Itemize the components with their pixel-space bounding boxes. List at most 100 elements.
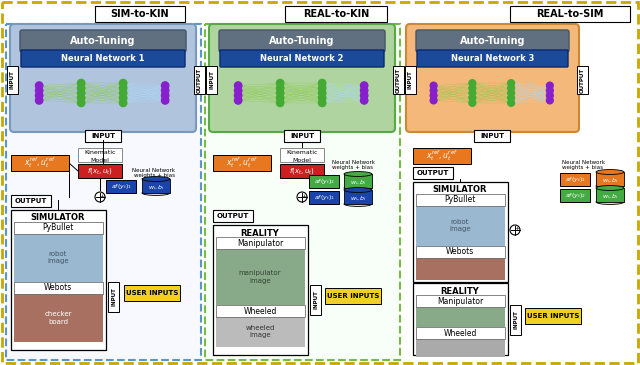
Circle shape [319, 89, 326, 97]
Text: PyBullet: PyBullet [444, 196, 476, 204]
Text: Neural Network 3: Neural Network 3 [451, 54, 534, 63]
Circle shape [508, 100, 515, 106]
Text: REAL-to-SIM: REAL-to-SIM [536, 9, 604, 19]
Bar [405, 66, 416, 94]
Circle shape [430, 92, 437, 99]
Text: PyBullet: PyBullet [42, 223, 74, 233]
Bar [525, 308, 581, 324]
Bar [413, 148, 471, 164]
Circle shape [276, 80, 284, 87]
Bar [413, 182, 508, 282]
Circle shape [360, 87, 368, 94]
Text: Model: Model [292, 158, 312, 162]
Bar [11, 155, 69, 171]
Bar [216, 237, 305, 249]
Bar [78, 164, 122, 178]
Bar [344, 174, 372, 188]
Circle shape [276, 94, 284, 101]
Text: INPUT: INPUT [10, 70, 15, 89]
Bar [7, 66, 18, 94]
Circle shape [508, 89, 515, 96]
FancyBboxPatch shape [209, 24, 395, 132]
Text: INPUT: INPUT [513, 311, 518, 330]
Text: robot
image: robot image [47, 251, 69, 265]
Circle shape [35, 87, 43, 94]
Bar [416, 258, 505, 280]
Text: INPUT: INPUT [313, 291, 318, 310]
Circle shape [161, 82, 169, 89]
Text: Kinematic: Kinematic [84, 150, 116, 155]
Circle shape [430, 87, 437, 94]
Bar [11, 195, 51, 207]
FancyBboxPatch shape [417, 50, 568, 67]
Text: +: + [514, 227, 519, 231]
Text: INPUT: INPUT [290, 133, 314, 139]
FancyBboxPatch shape [416, 30, 569, 52]
Text: OUTPUT: OUTPUT [197, 68, 202, 93]
Bar [213, 225, 308, 355]
Text: Wheeled: Wheeled [243, 307, 276, 315]
Circle shape [77, 80, 85, 87]
Bar [510, 6, 630, 22]
Text: $af(y_t)_1$: $af(y_t)_1$ [111, 182, 131, 191]
Bar [309, 191, 339, 204]
Bar [124, 285, 180, 301]
Text: +: + [301, 193, 306, 199]
Circle shape [547, 92, 553, 99]
FancyBboxPatch shape [219, 30, 385, 52]
Bar [216, 249, 305, 305]
Circle shape [547, 87, 553, 94]
Circle shape [77, 84, 85, 92]
Text: $w_i,b_i$: $w_i,b_i$ [602, 176, 618, 185]
Ellipse shape [142, 191, 170, 195]
Text: OUTPUT: OUTPUT [580, 68, 585, 93]
Ellipse shape [596, 185, 624, 191]
Bar [325, 288, 381, 304]
Circle shape [161, 97, 169, 104]
Bar [216, 305, 305, 317]
Text: +: + [99, 193, 104, 199]
Text: USER INPUTS: USER INPUTS [327, 293, 379, 299]
Bar [416, 194, 505, 206]
Bar [213, 155, 271, 171]
Text: REALITY: REALITY [241, 228, 280, 238]
Bar [416, 339, 505, 357]
Circle shape [547, 97, 553, 104]
Text: INPUT: INPUT [209, 70, 214, 89]
Circle shape [35, 92, 43, 99]
Bar [596, 172, 624, 186]
Ellipse shape [344, 185, 372, 191]
Circle shape [469, 85, 476, 92]
FancyBboxPatch shape [10, 24, 196, 132]
Circle shape [276, 99, 284, 107]
Text: USER INPUTS: USER INPUTS [527, 313, 579, 319]
Circle shape [508, 80, 515, 87]
Circle shape [469, 89, 476, 96]
Bar [280, 148, 324, 162]
Circle shape [430, 97, 437, 104]
Circle shape [276, 84, 284, 92]
Text: Manipulator: Manipulator [437, 296, 483, 306]
Text: $x_t^{ref},u_t^{ref}$: $x_t^{ref},u_t^{ref}$ [226, 155, 258, 170]
Circle shape [469, 100, 476, 106]
Bar [416, 327, 505, 339]
Text: Auto-Tuning: Auto-Tuning [70, 36, 136, 46]
Bar [596, 188, 624, 202]
Circle shape [35, 82, 43, 89]
Text: Neural Network
weights + bias: Neural Network weights + bias [132, 168, 175, 178]
Circle shape [120, 84, 127, 92]
Bar [416, 307, 505, 327]
Bar [95, 6, 185, 22]
Text: Neural Network
weights + bias: Neural Network weights + bias [561, 160, 605, 170]
Text: OUTPUT: OUTPUT [217, 213, 249, 219]
Text: wheeled
image: wheeled image [245, 326, 275, 338]
Bar [106, 180, 136, 193]
Circle shape [319, 80, 326, 87]
Text: USER INPUTS: USER INPUTS [126, 290, 178, 296]
Circle shape [234, 82, 242, 89]
Text: Manipulator: Manipulator [237, 238, 283, 247]
Circle shape [469, 80, 476, 87]
Text: OUTPUT: OUTPUT [417, 170, 449, 176]
Ellipse shape [142, 177, 170, 181]
Text: Model: Model [91, 158, 109, 162]
